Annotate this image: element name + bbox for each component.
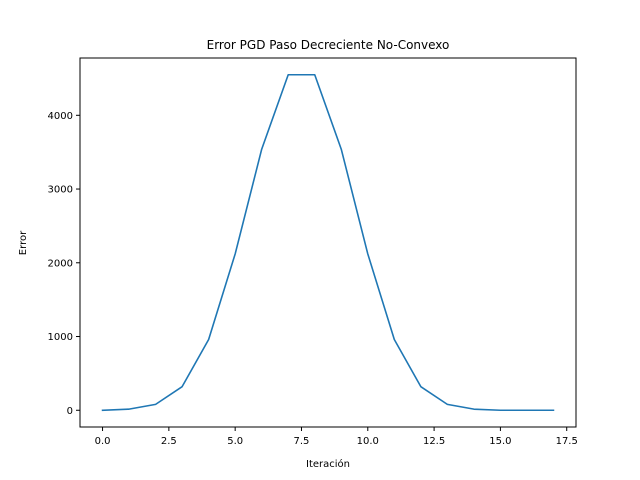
x-tick-label: 7.5 (294, 436, 310, 447)
x-tick-label: 15.0 (489, 436, 511, 447)
series-layer (101, 73, 555, 412)
x-tick-label: 17.5 (556, 436, 578, 447)
x-tick-label: 2.5 (161, 436, 177, 447)
x-tick-label: 5.0 (227, 436, 243, 447)
x-tick-label: 10.0 (357, 436, 379, 447)
y-tick-label: 4000 (48, 111, 73, 122)
y-axis-label: Error (18, 230, 29, 255)
x-tick-label: 0.0 (95, 436, 111, 447)
y-tick-label: 0 (67, 406, 73, 417)
chart-title: Error PGD Paso Decreciente No-Convexo (207, 38, 450, 52)
y-tick-label: 3000 (48, 185, 73, 196)
x-axis-label: Iteración (306, 458, 350, 470)
ticks-layer: 0.0 2.5 5.0 7.5 10.0 12.5 15.0 17.5 0 1000 2000 300… (48, 111, 578, 447)
y-tick-label: 2000 (48, 258, 73, 269)
y-tick-label: 1000 (48, 332, 73, 343)
plot-frame (79, 57, 577, 428)
series-line (101, 73, 555, 412)
x-tick-label: 12.5 (423, 436, 445, 447)
